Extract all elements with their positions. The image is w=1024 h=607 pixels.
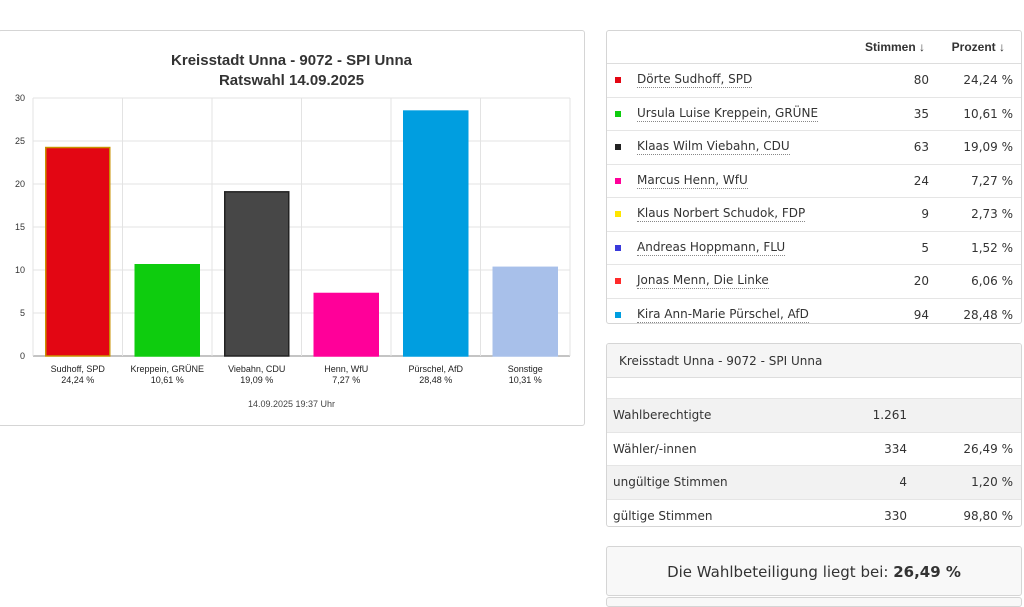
bar: [134, 264, 200, 357]
candidate-link[interactable]: Kira Ann-Marie Pürschel, AfD: [637, 306, 809, 323]
y-tick-label: 30: [15, 93, 25, 103]
y-tick-label: 20: [15, 179, 25, 189]
stats-row: Wahlberechtigte 1.261: [607, 398, 1021, 432]
stats-panel: Kreisstadt Unna - 9072 - SPI Unna Wahlbe…: [606, 343, 1022, 527]
party-color-icon: [615, 278, 621, 284]
votes-value: 80: [913, 73, 929, 87]
candidate-link[interactable]: Klaus Norbert Schudok, FDP: [637, 206, 806, 222]
stats-percent: 26,49 %: [963, 441, 1013, 456]
stats-row: Wähler/-innen 334 26,49 %: [607, 431, 1021, 466]
turnout-box: Die Wahlbeteiligung liegt bei: 26,49 %: [606, 546, 1022, 596]
votes-column-header[interactable]: Stimmen ↓: [864, 40, 925, 54]
votes-value: 35: [913, 106, 929, 121]
stats-title: Kreisstadt Unna - 9072 - SPI Unna: [619, 354, 823, 368]
bar-percent-label: 24,24 %: [61, 375, 94, 385]
votes-value: 94: [913, 307, 929, 322]
results-header: Stimmen ↓ Prozent ↓: [607, 31, 1021, 64]
x-tick-label: Sonstige: [508, 364, 543, 374]
votes-value: 5: [921, 240, 929, 255]
bar: [313, 292, 379, 357]
percent-value: 6,06 %: [971, 274, 1013, 288]
y-tick-label: 25: [15, 136, 25, 146]
percent-value: 28,48 %: [963, 307, 1013, 322]
bar: [492, 266, 558, 357]
stats-percent: 98,80 %: [963, 508, 1013, 523]
bar-percent-label: 19,09 %: [240, 375, 273, 385]
percent-value: 10,61 %: [963, 106, 1013, 121]
percent-value: 2,73 %: [971, 207, 1013, 221]
result-row: Klaas Wilm Viebahn, CDU 63 19,09 %: [607, 131, 1021, 165]
percent-value: 24,24 %: [963, 73, 1013, 87]
y-tick-label: 10: [15, 265, 25, 275]
candidate-link[interactable]: Andreas Hoppmann, FLU: [637, 239, 786, 256]
x-tick-label: Viebahn, CDU: [228, 364, 285, 374]
party-color-icon: [615, 110, 621, 117]
chart-subtitle: Ratswahl 14.09.2025: [218, 72, 365, 89]
candidate-link[interactable]: Ursula Luise Kreppein, GRÜNE: [637, 105, 819, 122]
bar: [45, 146, 111, 357]
stats-percent: 1,20 %: [971, 475, 1013, 489]
bar-percent-label: 10,31 %: [509, 375, 542, 385]
x-tick-label: Pürschel, AfD: [408, 364, 463, 374]
stats-value: 1.261: [872, 408, 907, 422]
party-color-icon: [615, 244, 621, 251]
stats-label: ungültige Stimmen: [613, 475, 728, 489]
candidate-link[interactable]: Dörte Sudhoff, SPD: [637, 72, 753, 88]
chart-title: Kreisstadt Unna - 9072 - SPI Unna: [171, 52, 412, 69]
chart-panel: Kreisstadt Unna - 9072 - SPI Unna Ratswa…: [0, 30, 585, 426]
stats-label: Wahlberechtigte: [613, 408, 712, 422]
turnout-value: 26,49 %: [893, 563, 961, 581]
candidate-link[interactable]: Klaas Wilm Viebahn, CDU: [637, 139, 790, 155]
result-row: Jonas Menn, Die Linke 20 6,06 %: [607, 265, 1021, 299]
result-row: Andreas Hoppmann, FLU 5 1,52 %: [607, 232, 1021, 265]
party-color-icon: [615, 177, 621, 184]
percent-value: 19,09 %: [963, 140, 1013, 154]
bar-percent-label: 7,27 %: [332, 375, 360, 385]
turnout-text: Die Wahlbeteiligung liegt bei:: [667, 563, 889, 581]
results-table: Stimmen ↓ Prozent ↓ Dörte Sudhoff, SPD 80…: [606, 30, 1022, 324]
result-row: Marcus Henn, WfU 24 7,27 %: [607, 165, 1021, 198]
chart-timestamp: 14.09.2025 19:37 Uhr: [247, 399, 336, 409]
bar: [224, 191, 290, 357]
x-tick-label: Kreppein, GRÜNE: [130, 364, 204, 374]
x-tick-label: Henn, WfU: [324, 364, 368, 374]
votes-value: 20: [913, 274, 929, 288]
stats-header: Kreisstadt Unna - 9072 - SPI Unna: [607, 344, 1021, 378]
percent-column-header[interactable]: Prozent ↓: [951, 40, 1005, 54]
candidate-link[interactable]: Jonas Menn, Die Linke: [637, 273, 769, 289]
stats-label: Wähler/-innen: [613, 441, 697, 456]
percent-value: 1,52 %: [971, 240, 1013, 255]
stats-row: gültige Stimmen 330 98,80 %: [607, 498, 1021, 527]
stats-value: 334: [884, 441, 907, 456]
votes-value: 9: [921, 207, 929, 221]
y-tick-label: 15: [15, 222, 25, 232]
result-row: Dörte Sudhoff, SPD 80 24,24 %: [607, 64, 1021, 98]
party-color-icon: [615, 144, 621, 150]
bar-percent-label: 10,61 %: [151, 375, 184, 385]
stats-label: gültige Stimmen: [613, 508, 713, 523]
result-row: Klaus Norbert Schudok, FDP 9 2,73 %: [607, 198, 1021, 232]
bar: [403, 110, 469, 357]
votes-value: 63: [913, 140, 929, 154]
party-color-icon: [615, 77, 621, 83]
party-color-icon: [615, 211, 621, 217]
percent-value: 7,27 %: [971, 173, 1013, 188]
result-row: Kira Ann-Marie Pürschel, AfD 94 28,48 %: [607, 299, 1021, 332]
next-panel-edge: [606, 597, 1022, 607]
y-tick-label: 5: [20, 308, 25, 318]
bar-percent-label: 28,48 %: [419, 375, 452, 385]
stats-value: 330: [884, 508, 907, 523]
result-row: Ursula Luise Kreppein, GRÜNE 35 10,61 %: [607, 98, 1021, 131]
stats-value: 4: [899, 475, 907, 489]
party-color-icon: [615, 311, 621, 318]
y-tick-label: 0: [20, 351, 25, 361]
stats-row: ungültige Stimmen 4 1,20 %: [607, 465, 1021, 499]
x-tick-label: Sudhoff, SPD: [51, 364, 106, 374]
votes-value: 24: [913, 173, 929, 188]
candidate-link[interactable]: Marcus Henn, WfU: [637, 172, 748, 189]
